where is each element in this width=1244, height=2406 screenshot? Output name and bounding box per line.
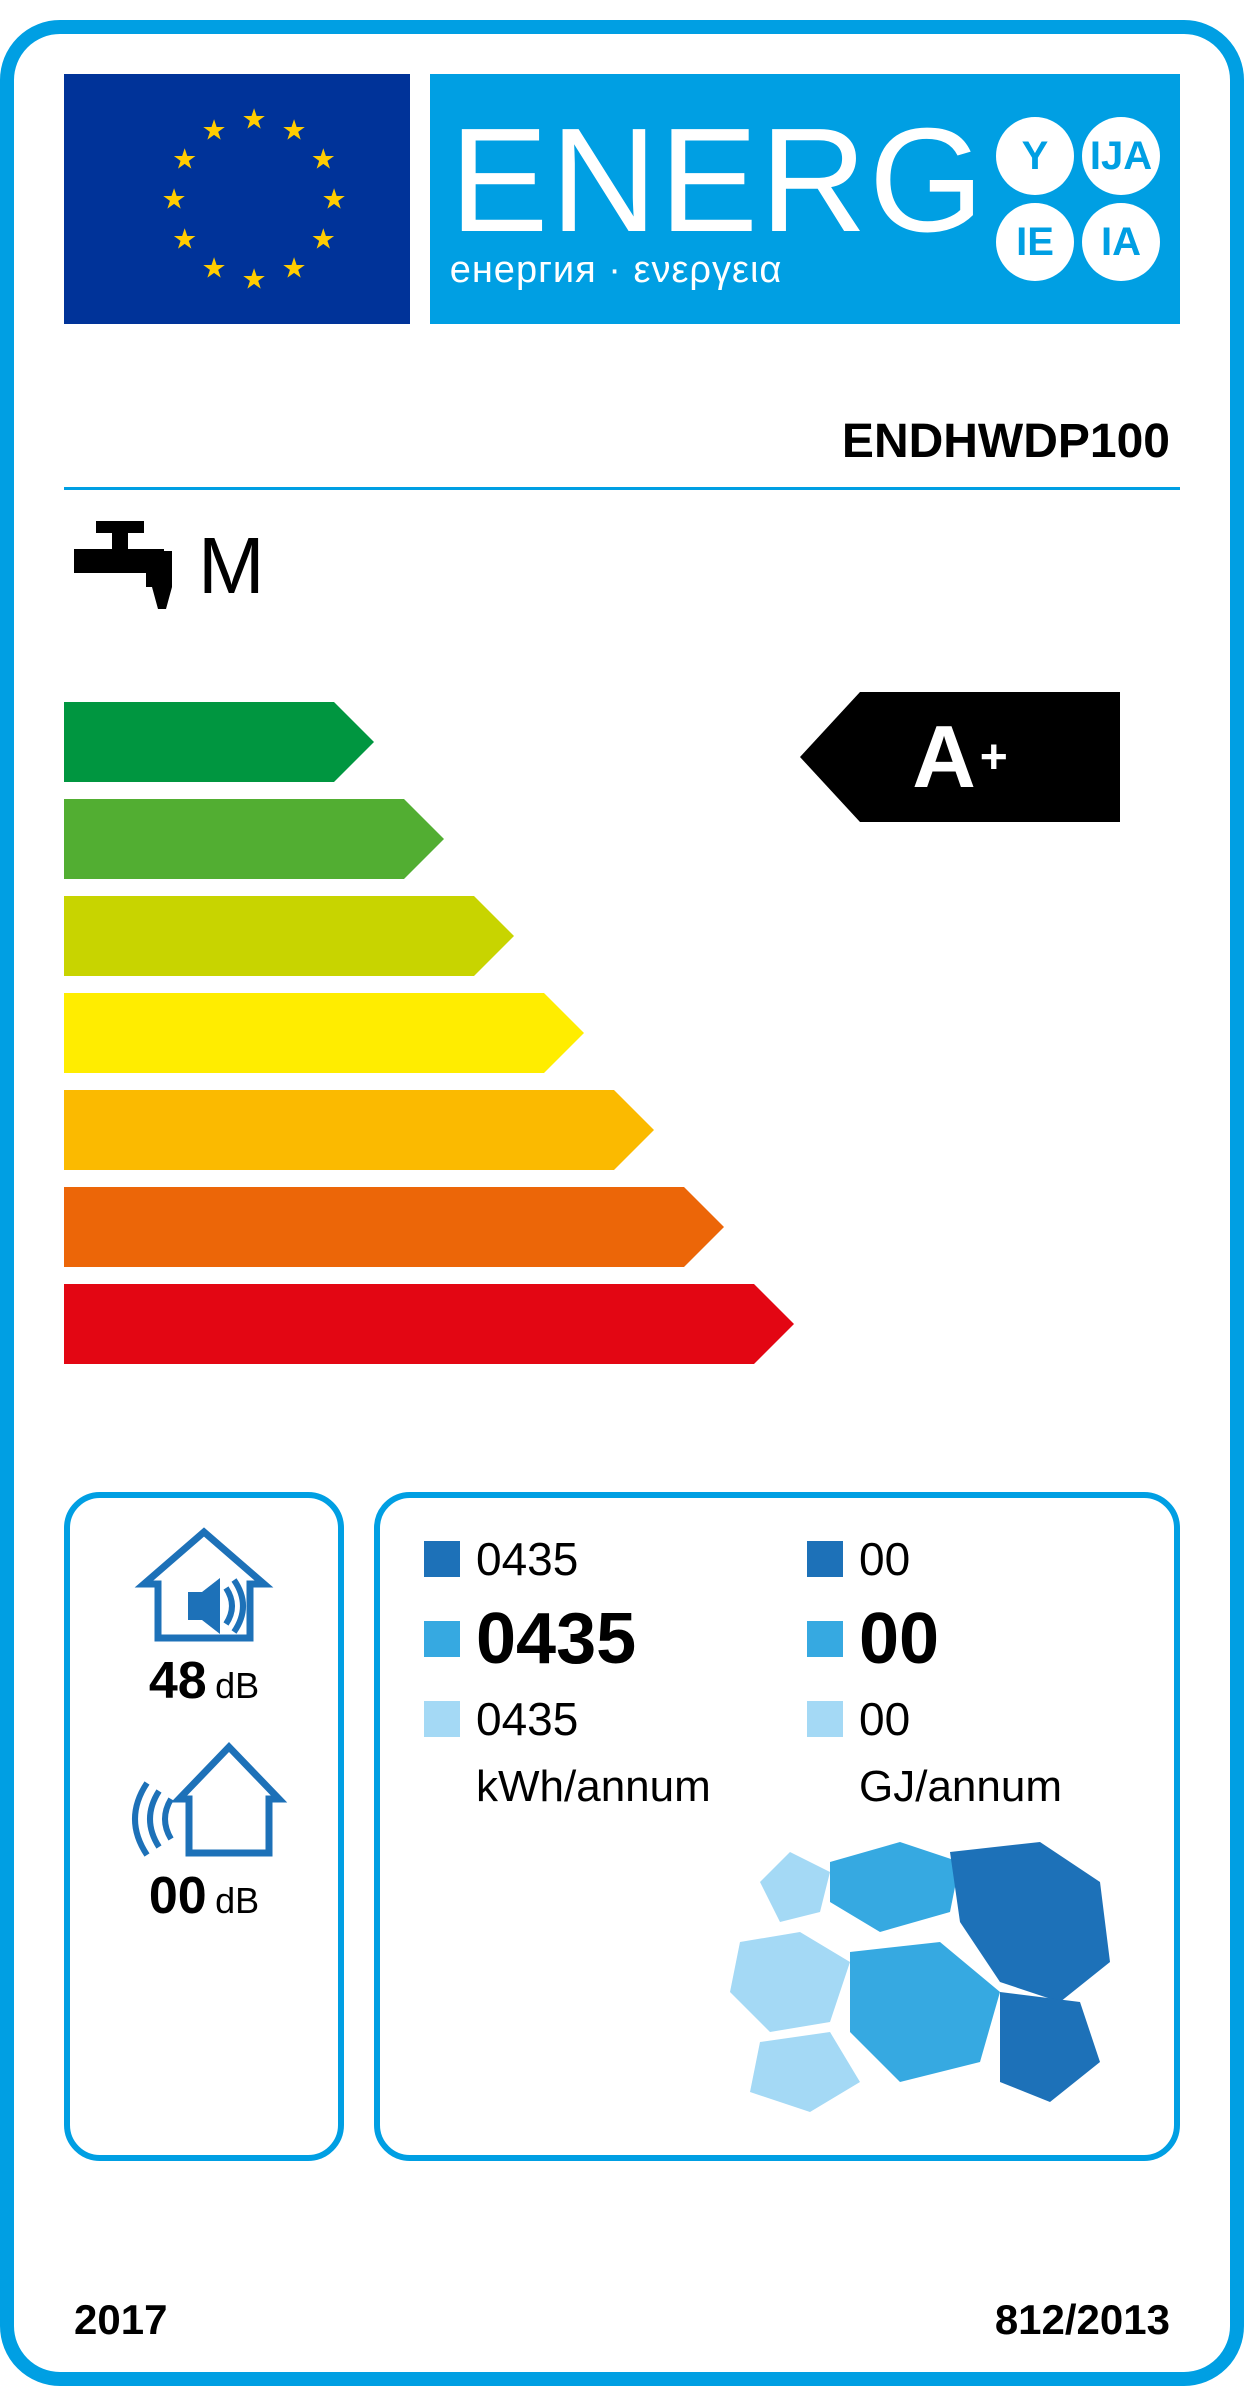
rating-arrow bbox=[64, 1090, 1180, 1170]
divider bbox=[64, 487, 1180, 490]
suffix-circle: Y bbox=[996, 117, 1074, 195]
eu-star-icon: ★ bbox=[201, 113, 226, 146]
eu-star-icon: ★ bbox=[241, 263, 266, 296]
rating-class-marker: A+ bbox=[800, 692, 1120, 822]
eu-star-icon: ★ bbox=[281, 113, 306, 146]
europe-map-icon bbox=[700, 1822, 1140, 2122]
eu-star-icon: ★ bbox=[281, 252, 306, 285]
eu-star-icon: ★ bbox=[172, 223, 197, 256]
kwh-warm: 0435 bbox=[424, 1692, 747, 1746]
eu-star-icon: ★ bbox=[241, 103, 266, 136]
rating-arrow bbox=[64, 1284, 1180, 1364]
suffix-circle: IJA bbox=[1082, 117, 1160, 195]
eu-star-icon: ★ bbox=[311, 223, 336, 256]
energ-title: ENERG bbox=[450, 107, 986, 255]
eu-star-icon: ★ bbox=[172, 143, 197, 176]
rating-letter: A bbox=[912, 706, 976, 808]
load-profile-letter: M bbox=[198, 520, 265, 612]
kwh-cold: 0435 bbox=[424, 1532, 747, 1586]
outdoor-noise: 00 dB bbox=[119, 1741, 289, 1926]
climate-square-dark bbox=[807, 1541, 843, 1577]
suffix-circle: IE bbox=[996, 203, 1074, 281]
indoor-noise: 48 dB bbox=[134, 1526, 274, 1711]
climate-square-mid bbox=[424, 1621, 460, 1657]
indoor-noise-icon bbox=[134, 1526, 274, 1646]
rating-scale: A+ bbox=[64, 702, 1180, 1462]
gj-unit: GJ/annum bbox=[807, 1762, 1130, 1812]
climate-square-dark bbox=[424, 1541, 460, 1577]
eu-star-icon: ★ bbox=[311, 143, 336, 176]
gj-cold: 00 bbox=[807, 1532, 1130, 1586]
energ-suffix-circles: Y IJA IE IA bbox=[996, 117, 1160, 281]
rating-arrow bbox=[64, 1187, 1180, 1267]
model-number: ENDHWDP100 bbox=[64, 414, 1180, 469]
outdoor-noise-icon bbox=[119, 1741, 289, 1861]
gj-average: 00 bbox=[807, 1598, 1130, 1680]
climate-square-light bbox=[424, 1701, 460, 1737]
eu-flag: ★★★★★★★★★★★★ bbox=[64, 74, 410, 324]
header: ★★★★★★★★★★★★ ENERG енергия · ενεργεια Y … bbox=[64, 74, 1180, 324]
energy-label: ★★★★★★★★★★★★ ENERG енергия · ενεργεια Y … bbox=[0, 20, 1244, 2386]
footer-year: 2017 bbox=[74, 2296, 167, 2344]
kwh-unit: kWh/annum bbox=[424, 1762, 747, 1812]
eu-star-icon: ★ bbox=[201, 252, 226, 285]
climate-square-light bbox=[807, 1701, 843, 1737]
outdoor-noise-value: 00 bbox=[149, 1867, 207, 1925]
tap-icon bbox=[74, 521, 184, 611]
eu-star-icon: ★ bbox=[161, 183, 186, 216]
noise-unit: dB bbox=[215, 1880, 259, 1921]
energ-text-block: ENERG енергия · ενεργεια bbox=[450, 107, 986, 292]
consumption-box: 0435 00 0435 00 0435 00 kWh/annum GJ/ann… bbox=[374, 1492, 1180, 2161]
noise-unit: dB bbox=[215, 1665, 259, 1706]
energ-banner: ENERG енергия · ενεργεια Y IJA IE IA bbox=[430, 74, 1180, 324]
eu-star-icon: ★ bbox=[321, 183, 346, 216]
kwh-average: 0435 bbox=[424, 1598, 747, 1680]
suffix-circle: IA bbox=[1082, 203, 1160, 281]
footer-regulation: 812/2013 bbox=[995, 2296, 1170, 2344]
europe-map bbox=[404, 1822, 1150, 2127]
indoor-noise-value: 48 bbox=[149, 1652, 207, 1710]
rating-plus: + bbox=[980, 730, 1008, 785]
rating-arrow bbox=[64, 896, 1180, 976]
climate-square-mid bbox=[807, 1621, 843, 1657]
gj-warm: 00 bbox=[807, 1692, 1130, 1746]
rating-class-text: A+ bbox=[800, 692, 1120, 822]
info-row: 48 dB 00 dB 0435 00 bbox=[64, 1492, 1180, 2161]
load-profile-row: M bbox=[64, 520, 1180, 612]
consumption-grid: 0435 00 0435 00 0435 00 kWh/annum GJ/ann… bbox=[404, 1526, 1150, 1812]
noise-box: 48 dB 00 dB bbox=[64, 1492, 344, 2161]
footer: 2017 812/2013 bbox=[74, 2296, 1170, 2344]
rating-arrow bbox=[64, 993, 1180, 1073]
